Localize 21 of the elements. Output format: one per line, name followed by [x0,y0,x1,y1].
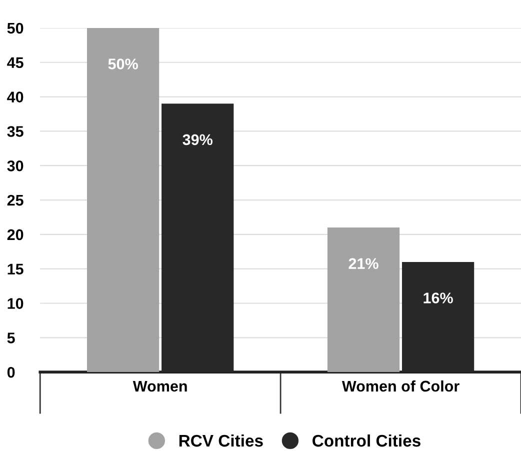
legend-label: RCV Cities [179,434,263,447]
data-label: 50% [108,58,138,70]
y-tick-label: 45 [7,57,24,68]
bar [87,28,160,372]
y-tick-label: 10 [8,298,24,309]
y-tick-label: 50 [7,22,24,34]
data-label: 39% [182,134,212,146]
x-tick-label: Women [132,380,187,392]
legend-label: Control Cities [312,434,420,447]
x-tick-label: Women of Color [342,380,460,392]
y-tick-label: 15 [8,264,24,275]
y-tick-label: 40 [7,92,24,102]
y-tick-label: 5 [7,332,15,344]
y-tick-label: 20 [7,229,24,240]
y-tick-label: 25 [7,194,24,206]
data-label: 21% [348,258,378,269]
y-tick-label: 35 [7,126,24,137]
bar [327,228,400,372]
y-tick-label: 30 [7,160,24,172]
y-tick-label: 0 [7,366,15,378]
data-label: 16% [424,292,453,304]
